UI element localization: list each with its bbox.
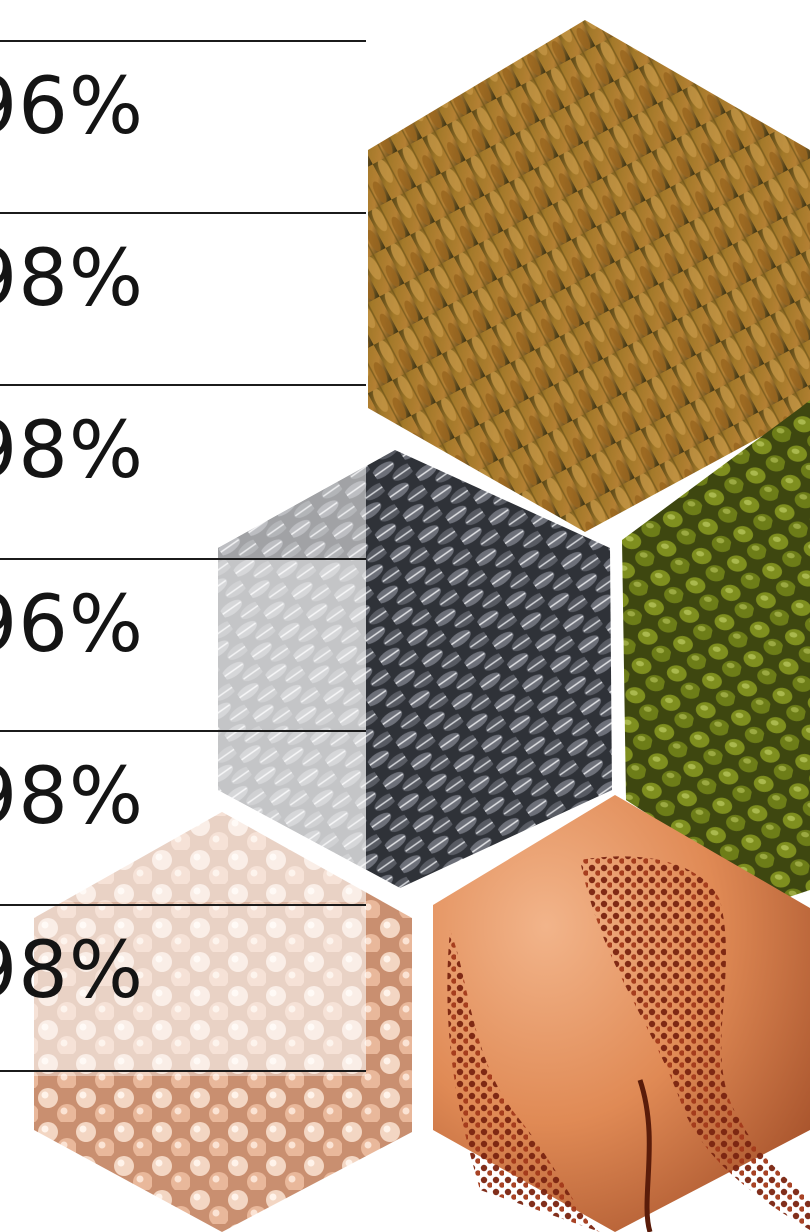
- row-percentage: 96%: [0, 62, 144, 152]
- soybean-photo: [34, 812, 412, 1232]
- row-divider: [0, 384, 366, 386]
- row-percentage: 98%: [0, 406, 144, 496]
- rice-panicle-photo: [368, 20, 810, 532]
- table-row: 98%: [0, 384, 366, 556]
- row-divider: [0, 212, 366, 214]
- row-percentage: 98%: [0, 926, 144, 1016]
- row-overlay: [0, 906, 366, 1076]
- percentage-table: 96% 98% 98% 96% 98% 98%: [0, 0, 370, 1232]
- mung-bean-photo: [622, 400, 810, 900]
- table-row: 96%: [0, 40, 366, 212]
- table-row: 98%: [0, 904, 366, 1076]
- row-divider: [0, 558, 366, 560]
- row-divider: [0, 40, 366, 42]
- row-overlay: [0, 732, 366, 902]
- row-divider: [0, 904, 366, 906]
- row-percentage: 98%: [0, 234, 144, 324]
- table-row: 98%: [0, 730, 366, 902]
- row-divider: [0, 730, 366, 732]
- row-overlay: [0, 560, 366, 730]
- sorghum-photo: [433, 795, 810, 1232]
- row-percentage: 96%: [0, 580, 144, 670]
- table-row: 96%: [0, 558, 366, 730]
- table-bottom-rule: [0, 1070, 366, 1072]
- table-row: 98%: [0, 212, 366, 384]
- row-percentage: 98%: [0, 752, 144, 842]
